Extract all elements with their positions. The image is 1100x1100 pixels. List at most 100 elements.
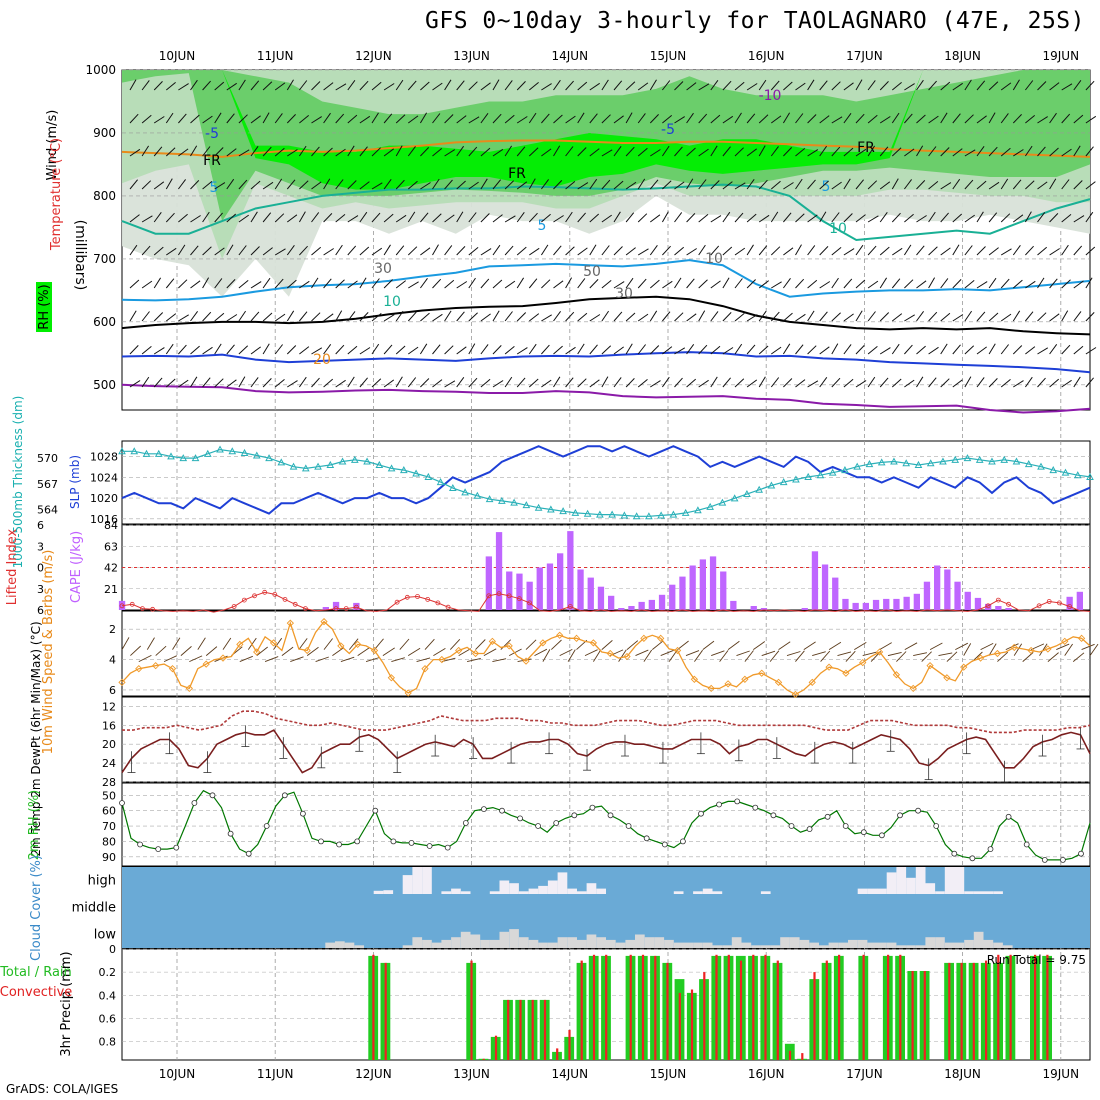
slp-tick: 1024 — [90, 471, 118, 484]
precip-conv-bar — [703, 972, 706, 1060]
wind-barb — [867, 145, 876, 157]
wind-barb — [722, 347, 734, 355]
wind-barb — [649, 279, 660, 289]
rh-marker — [860, 829, 867, 836]
wind-barb — [795, 213, 805, 223]
wind-barb — [1073, 114, 1084, 124]
wind-barb — [601, 149, 613, 157]
cloud-low-bar — [925, 937, 936, 948]
wind-barb — [383, 344, 393, 355]
precip-conv-bar — [372, 954, 375, 1060]
wind-barb — [686, 178, 694, 190]
precip-conv-bar — [592, 954, 596, 1060]
wind-speed-marker — [1027, 646, 1035, 655]
cape-tick: 21 — [104, 583, 118, 596]
wind-barb — [359, 146, 368, 157]
thickness-marker — [755, 485, 764, 493]
li-marker — [486, 593, 492, 599]
wind-barb — [831, 277, 839, 289]
wind-barb — [165, 112, 174, 124]
cloud-high-bar — [596, 888, 606, 894]
wind-barb-10m — [929, 642, 943, 650]
cape-bar — [587, 577, 594, 610]
wind-barb — [758, 310, 767, 322]
wind-barb — [855, 214, 866, 223]
temp-contour-20 — [121, 139, 1091, 158]
wind-barb — [165, 147, 176, 157]
cloud-high-bar — [499, 880, 510, 894]
wind-barb — [347, 180, 357, 190]
wind-barb — [299, 280, 310, 289]
wind-barb — [371, 343, 380, 355]
wind-barb — [480, 278, 490, 289]
wind-barb — [940, 182, 952, 190]
cloud-low-bar — [857, 939, 868, 948]
wind-barb — [637, 213, 648, 223]
wind-barb — [190, 245, 199, 256]
wind-barb — [843, 378, 854, 388]
wind-barb-10m — [828, 641, 842, 650]
cape-bar — [353, 602, 360, 610]
cloud-high-bar — [673, 891, 684, 894]
wind-speed-marker — [589, 639, 598, 647]
wind-barb — [831, 181, 842, 190]
wind-barb — [686, 213, 696, 223]
wind-barb — [601, 280, 612, 289]
wind-barb — [988, 247, 999, 256]
wind-barb — [952, 213, 963, 223]
wind-barb — [528, 343, 537, 355]
wind-speed-marker — [690, 675, 699, 683]
wind-barb — [262, 212, 272, 223]
wind-barb — [553, 311, 562, 322]
wind-barb — [782, 112, 791, 124]
cape-bar — [944, 569, 951, 610]
wind-barb — [262, 112, 270, 124]
wind-barb — [891, 147, 902, 157]
cape-bar — [567, 531, 574, 610]
wind-barb — [553, 114, 563, 124]
wind-barb — [698, 113, 708, 124]
wind-barb — [238, 310, 247, 322]
cloud-low-bar — [944, 942, 955, 948]
wind-barb — [577, 312, 588, 322]
wind-barb — [1085, 181, 1096, 190]
wind-barb — [928, 211, 936, 223]
axis-label-temperature: Temperature (°C) — [49, 138, 64, 251]
wind-barb — [734, 278, 743, 289]
wind-barb — [1085, 211, 1094, 223]
cape-bar — [669, 584, 676, 610]
wind-barb — [480, 213, 490, 223]
wind-barb — [299, 80, 308, 91]
thickness-marker — [608, 510, 616, 518]
wind-barb — [359, 277, 367, 289]
wind-barb — [988, 212, 998, 223]
wind-barb — [420, 247, 431, 256]
wind-barb — [589, 244, 597, 256]
wind-barb — [831, 247, 842, 256]
wind-barb — [565, 311, 575, 322]
wind-barb — [250, 80, 260, 91]
wind-barb — [746, 314, 758, 322]
contour-label: 5 — [822, 179, 831, 195]
thickness-marker — [142, 449, 151, 457]
temp-contour--5 — [121, 351, 1091, 374]
wind-barb — [650, 149, 661, 157]
date-label-bottom: 19JUN — [1043, 1067, 1080, 1081]
wind-barb — [1085, 347, 1097, 355]
wind-barb — [214, 212, 223, 223]
wind-barb — [214, 112, 222, 124]
wind-barb-10m — [1030, 643, 1045, 651]
contour-label: 5 — [538, 218, 547, 234]
thickness-marker — [363, 457, 371, 465]
cloud-low-bar — [673, 942, 684, 948]
wind-barb — [637, 147, 648, 157]
precip-conv-bar — [519, 999, 522, 1060]
wind-barb — [662, 311, 671, 322]
thickness-marker — [412, 469, 420, 477]
contour-label: 20 — [313, 352, 331, 368]
wind-barb — [819, 346, 830, 355]
wind-barb — [1012, 179, 1022, 190]
precip-conv-bar — [580, 960, 583, 1060]
wind-barb — [468, 181, 479, 190]
wind-barb — [698, 379, 709, 388]
